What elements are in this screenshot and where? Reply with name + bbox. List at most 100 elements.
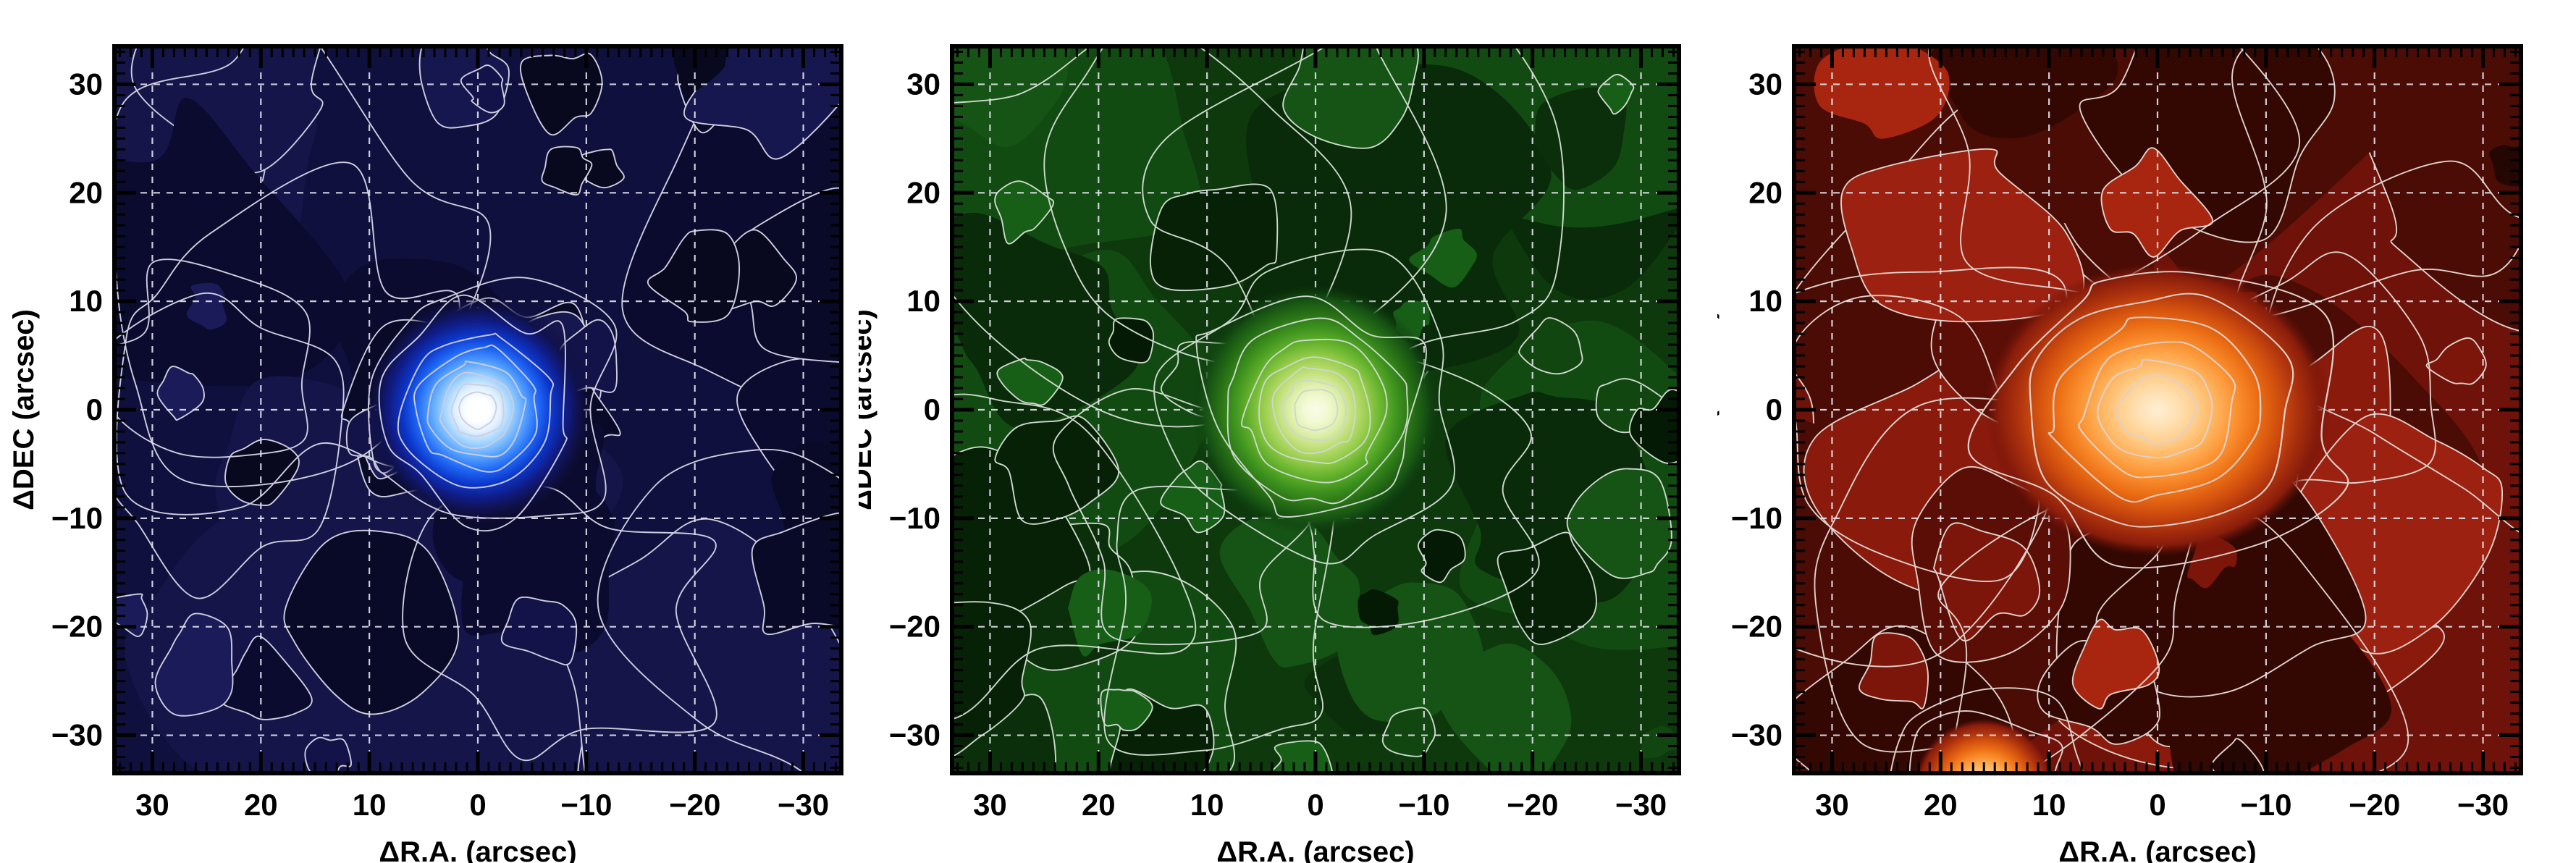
source-contour-ring — [1271, 366, 1356, 455]
contour-line — [1794, 295, 2040, 582]
y-tick-label: −20 — [51, 610, 103, 644]
noise-patch — [156, 366, 205, 421]
y-axis-label: ΔDEC (arcsec) — [8, 309, 40, 510]
noise-patch — [952, 601, 1032, 757]
noise-patch — [1381, 707, 1436, 757]
x-tick-label: −30 — [1615, 788, 1667, 822]
panel-green: 30 20 10 0 −10 −20 −30 30 20 10 0 −10 −20 −30 ΔR.A. (a… — [859, 0, 1717, 863]
source-contour-ring — [1226, 317, 1409, 505]
noise-patch — [1067, 569, 1152, 657]
plot-area — [1794, 46, 2521, 773]
panel-red: 30 20 10 0 −10 −20 −30 30 20 10 0 −10 −20 −30 ΔR.A. (a… — [1717, 0, 2576, 863]
y-tick-label: −10 — [1731, 501, 1782, 535]
plot-area — [952, 46, 1679, 773]
source-contour-ring — [450, 383, 505, 437]
source-contour-ring — [367, 277, 618, 519]
x-tick-label: −30 — [778, 788, 829, 822]
noise-patch — [2211, 738, 2265, 773]
secondary-source-blob — [1915, 719, 2053, 773]
x-tick-label: 10 — [2032, 788, 2066, 822]
noise-patch — [2489, 145, 2521, 187]
source-contour-ring — [1294, 388, 1339, 432]
x-tick-label: 20 — [244, 788, 278, 822]
noise-patch — [154, 612, 234, 717]
noise-patch — [647, 229, 741, 323]
y-tick-label: −30 — [1731, 718, 1782, 752]
source-contour-ring — [397, 332, 555, 489]
source-contour-ring — [2047, 316, 2262, 503]
y-tick-label: −20 — [1731, 610, 1782, 644]
noise-patch — [2071, 618, 2160, 710]
y-tick-label: 0 — [86, 392, 103, 426]
y-tick-label: 10 — [69, 284, 103, 318]
source-blob — [363, 295, 592, 524]
axis-frame — [1792, 44, 2523, 775]
central-source — [1967, 263, 2349, 569]
noise-patch — [460, 64, 505, 114]
noise-patch — [1929, 46, 2118, 139]
green-contour-map: 30 20 10 0 −10 −20 −30 30 20 10 0 −10 −20 −30 ΔR.A. (a… — [859, 44, 1681, 863]
noise-patch — [1628, 388, 1679, 464]
y-tick-label: 20 — [906, 175, 940, 209]
contour-line — [114, 258, 311, 458]
noise-patch — [1108, 317, 1155, 363]
x-tick-label: −10 — [560, 788, 612, 822]
x-tick-label: −20 — [2349, 788, 2400, 822]
y-tick-label: 0 — [924, 392, 940, 426]
x-axis-label: ΔR.A. (arcsec) — [2058, 836, 2256, 863]
blue-contour-map: 30 20 10 0 −10 −20 −30 30 20 10 0 −10 −20 −30 ΔR.A. (a… — [8, 44, 843, 863]
noise-patch — [500, 596, 578, 666]
noise-patch — [1497, 531, 1597, 645]
source-contour-ring — [1967, 271, 2349, 569]
x-tick-label: 10 — [1190, 788, 1224, 822]
x-axis-label: ΔR.A. (arcsec) — [379, 836, 576, 863]
noise-layer — [952, 46, 1679, 773]
contour-line — [952, 393, 1197, 720]
noise-patch — [1409, 228, 1477, 288]
noise-patch — [114, 98, 352, 387]
y-tick-label: −30 — [889, 718, 940, 752]
x-tick-label: −30 — [2457, 788, 2509, 822]
central-source — [363, 277, 618, 531]
y-tick-label: 20 — [69, 175, 103, 209]
y-axis-label: ΔDEC (arcsec) — [1717, 309, 1720, 510]
y-tick-label: 30 — [69, 67, 103, 101]
x-tick-label: −20 — [1507, 788, 1558, 822]
x-tick-label: 20 — [1924, 788, 1958, 822]
x-tick-label: 0 — [2149, 788, 2165, 822]
y-tick-label: 0 — [1766, 392, 1782, 426]
source-contour-ring — [458, 391, 497, 430]
x-tick-label: 30 — [1815, 788, 1849, 822]
noise-patch — [996, 357, 1064, 406]
noise-patch — [541, 146, 593, 196]
source-contour-ring — [1281, 379, 1347, 442]
source-contour-ring — [426, 361, 527, 458]
x-tick-label: 20 — [1082, 788, 1116, 822]
y-tick-label: 10 — [906, 284, 940, 318]
source-contour-ring — [2097, 359, 2213, 459]
noise-patch — [1417, 529, 1466, 584]
x-tick-label: 30 — [135, 788, 169, 822]
noise-patch — [1858, 632, 1929, 710]
noise-patch — [1100, 689, 1153, 732]
noise-patch — [952, 46, 1201, 276]
noise-patch — [1532, 87, 1627, 190]
source-contour-ring — [2077, 341, 2236, 479]
contour-line — [114, 292, 345, 599]
x-tick-label: −10 — [1398, 788, 1449, 822]
x-tick-label: −10 — [2240, 788, 2291, 822]
x-tick-label: 0 — [1307, 788, 1323, 822]
noise-patch — [1518, 317, 1583, 375]
source-contour-ring — [439, 371, 515, 450]
grid-layer — [1794, 46, 2521, 773]
x-tick-label: 10 — [353, 788, 387, 822]
noise-patch — [1566, 468, 1672, 579]
plot-area — [114, 46, 841, 773]
source-contour-ring — [1195, 295, 1427, 518]
noise-patch — [2100, 147, 2214, 258]
y-axis-label: ΔDEC (arcsec) — [859, 309, 877, 510]
source-contour-ring — [1153, 248, 1455, 565]
y-tick-label: −30 — [51, 718, 103, 752]
y-tick-label: 10 — [1748, 284, 1782, 318]
y-tick-label: −10 — [889, 501, 940, 535]
